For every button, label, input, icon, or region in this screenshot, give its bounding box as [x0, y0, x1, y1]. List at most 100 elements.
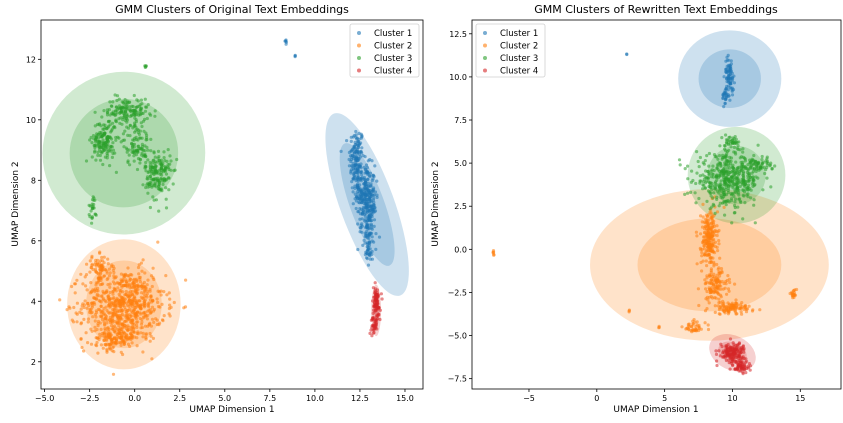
scatter-point — [105, 156, 109, 160]
scatter-point — [689, 190, 693, 194]
scatter-point — [122, 138, 127, 142]
scatter-point — [87, 203, 91, 207]
scatter-point — [105, 111, 109, 115]
scatter-point — [716, 157, 720, 161]
scatter-point — [171, 182, 175, 186]
scatter-point — [152, 198, 156, 202]
scatter-point — [70, 284, 74, 289]
scatter-point — [131, 138, 135, 142]
scatter-point — [741, 150, 745, 154]
scatter-point — [733, 200, 737, 204]
scatter-point — [734, 197, 738, 201]
scatter-point — [119, 279, 124, 283]
scatter-point — [735, 189, 739, 193]
scatter-point — [691, 322, 695, 326]
scatter-point — [364, 234, 369, 239]
scatter-point — [700, 251, 704, 255]
scatter-point — [749, 196, 753, 200]
scatter-point — [84, 284, 88, 288]
scatter-point — [730, 75, 735, 79]
scatter-point — [106, 310, 110, 314]
scatter-point — [122, 301, 127, 305]
scatter-point — [736, 143, 740, 148]
scatter-point — [364, 186, 368, 190]
scatter-point — [339, 149, 343, 153]
scatter-point — [153, 155, 157, 159]
scatter-point — [89, 281, 93, 285]
scatter-point — [743, 165, 747, 169]
x-axis-label: UMAP Dimension 1 — [189, 405, 274, 415]
scatter-point — [689, 180, 694, 184]
scatter-point — [157, 180, 161, 184]
scatter-point — [152, 307, 156, 312]
scatter-point — [369, 211, 373, 215]
scatter-point — [108, 305, 112, 309]
scatter-point — [711, 202, 715, 206]
x-tick-label: 2.5 — [173, 394, 186, 403]
y-tick-label: 10 — [26, 116, 36, 125]
scatter-point — [368, 197, 372, 202]
scatter-point — [146, 185, 150, 189]
scatter-point — [363, 219, 367, 223]
scatter-point — [699, 232, 703, 236]
scatter-point — [94, 297, 98, 301]
legend-frame — [349, 23, 420, 78]
scatter-point — [90, 155, 94, 159]
scatter-point — [136, 99, 140, 103]
scatter-point — [102, 338, 106, 342]
scatter-point — [71, 320, 76, 324]
scatter-point — [93, 325, 97, 329]
scatter-point — [720, 279, 724, 284]
scatter-point — [167, 188, 171, 192]
scatter-point — [146, 158, 150, 162]
scatter-point — [376, 301, 380, 305]
scatter-point — [164, 206, 169, 210]
scatter-point — [719, 342, 723, 346]
scatter-point — [726, 310, 731, 314]
scatter-point — [710, 216, 714, 220]
scatter-point — [94, 315, 98, 319]
scatter-point — [105, 153, 110, 157]
scatter-point — [138, 316, 142, 321]
scatter-point — [741, 147, 745, 151]
scatter-point — [733, 150, 737, 154]
gmm-ellipse-cluster-2 — [637, 218, 782, 312]
scatter-point — [139, 312, 143, 316]
scatter-point — [722, 169, 726, 173]
scatter-point — [370, 207, 374, 211]
scatter-point — [728, 166, 732, 170]
scatter-point — [695, 171, 699, 175]
scatter-point — [715, 363, 719, 368]
scatter-point — [136, 304, 140, 308]
scatter-point — [362, 189, 366, 193]
scatter-point — [161, 182, 165, 186]
scatter-point — [109, 324, 114, 328]
scatter-point — [142, 315, 146, 319]
scatter-point — [712, 191, 716, 195]
scatter-point — [364, 197, 368, 201]
scatter-point — [65, 308, 69, 312]
scatter-point — [114, 119, 118, 123]
scatter-point — [124, 292, 128, 296]
scatter-point — [144, 169, 148, 173]
scatter-point — [686, 322, 691, 326]
scatter-point — [113, 126, 117, 130]
scatter-point — [75, 278, 79, 282]
scatter-point — [739, 310, 743, 314]
scatter-point — [158, 305, 162, 309]
scatter-point — [728, 98, 732, 102]
scatter-point — [104, 290, 109, 294]
scatter-point — [379, 292, 383, 296]
scatter-point — [155, 297, 159, 301]
scatter-point — [141, 335, 145, 339]
scatter-point — [754, 160, 758, 164]
scatter-point — [372, 193, 377, 197]
scatter-point — [729, 59, 733, 63]
scatter-point — [151, 195, 155, 199]
scatter-point — [746, 174, 750, 178]
scatter-point — [358, 142, 362, 146]
scatter-point — [359, 201, 364, 205]
scatter-point — [375, 288, 380, 292]
scatter-point — [103, 268, 107, 272]
scatter-point — [724, 67, 728, 71]
